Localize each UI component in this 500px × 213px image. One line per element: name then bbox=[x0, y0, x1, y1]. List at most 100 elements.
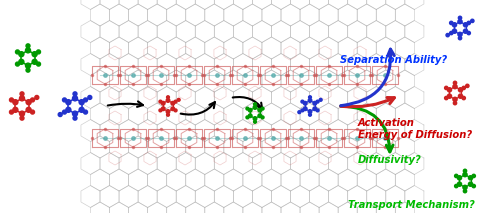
Circle shape bbox=[13, 107, 18, 112]
Circle shape bbox=[320, 98, 322, 101]
Circle shape bbox=[26, 48, 30, 53]
Circle shape bbox=[19, 52, 24, 57]
Circle shape bbox=[30, 110, 34, 114]
Circle shape bbox=[453, 97, 457, 101]
Circle shape bbox=[464, 169, 466, 173]
Circle shape bbox=[253, 117, 257, 120]
Circle shape bbox=[20, 111, 24, 116]
Circle shape bbox=[261, 116, 264, 119]
Circle shape bbox=[32, 52, 37, 57]
Circle shape bbox=[454, 184, 458, 188]
Circle shape bbox=[468, 176, 472, 180]
Circle shape bbox=[246, 116, 249, 119]
Circle shape bbox=[26, 63, 30, 68]
Circle shape bbox=[84, 110, 87, 114]
Circle shape bbox=[261, 107, 264, 110]
Circle shape bbox=[72, 111, 78, 116]
Circle shape bbox=[26, 100, 31, 105]
Circle shape bbox=[174, 109, 177, 112]
Circle shape bbox=[26, 44, 30, 48]
Circle shape bbox=[79, 107, 84, 112]
Circle shape bbox=[454, 101, 456, 105]
Circle shape bbox=[36, 50, 40, 54]
Circle shape bbox=[166, 110, 170, 113]
Circle shape bbox=[62, 98, 66, 102]
Circle shape bbox=[308, 99, 312, 102]
Circle shape bbox=[453, 85, 457, 89]
Circle shape bbox=[450, 31, 453, 35]
Circle shape bbox=[178, 98, 180, 101]
Circle shape bbox=[316, 109, 319, 112]
Circle shape bbox=[30, 98, 34, 102]
Circle shape bbox=[73, 92, 77, 96]
Circle shape bbox=[162, 107, 165, 111]
Circle shape bbox=[462, 96, 466, 100]
Circle shape bbox=[462, 86, 466, 90]
Circle shape bbox=[458, 16, 462, 20]
Circle shape bbox=[467, 21, 470, 24]
Circle shape bbox=[246, 107, 249, 110]
Circle shape bbox=[454, 174, 458, 178]
Circle shape bbox=[32, 59, 37, 64]
Circle shape bbox=[84, 98, 87, 102]
Circle shape bbox=[258, 114, 262, 118]
Circle shape bbox=[458, 182, 462, 186]
Circle shape bbox=[162, 101, 165, 105]
Circle shape bbox=[26, 68, 30, 72]
Circle shape bbox=[166, 113, 170, 116]
Circle shape bbox=[166, 96, 170, 99]
Circle shape bbox=[254, 120, 256, 123]
Circle shape bbox=[313, 101, 316, 105]
Circle shape bbox=[16, 50, 20, 54]
Circle shape bbox=[304, 101, 307, 105]
Circle shape bbox=[450, 21, 453, 24]
Text: Diffusivity?: Diffusivity? bbox=[358, 155, 422, 165]
Circle shape bbox=[10, 98, 14, 102]
Text: Activation
Energy of Diffusion?: Activation Energy of Diffusion? bbox=[358, 118, 472, 140]
Circle shape bbox=[73, 116, 77, 120]
Circle shape bbox=[458, 88, 462, 92]
Circle shape bbox=[304, 107, 307, 111]
Circle shape bbox=[20, 92, 24, 96]
Circle shape bbox=[171, 107, 174, 111]
Circle shape bbox=[174, 100, 177, 103]
Circle shape bbox=[464, 29, 468, 33]
Circle shape bbox=[19, 59, 24, 64]
Circle shape bbox=[20, 116, 24, 120]
Circle shape bbox=[316, 100, 319, 103]
Circle shape bbox=[458, 32, 462, 36]
Circle shape bbox=[464, 23, 468, 27]
Circle shape bbox=[452, 23, 456, 27]
Circle shape bbox=[166, 99, 170, 102]
Circle shape bbox=[458, 176, 462, 180]
Circle shape bbox=[248, 114, 252, 118]
Circle shape bbox=[468, 182, 472, 186]
Circle shape bbox=[454, 81, 456, 85]
Circle shape bbox=[58, 112, 62, 117]
Circle shape bbox=[36, 62, 40, 66]
Circle shape bbox=[463, 173, 467, 177]
Circle shape bbox=[472, 174, 476, 178]
Circle shape bbox=[16, 62, 20, 66]
Circle shape bbox=[26, 107, 31, 112]
Circle shape bbox=[301, 109, 304, 112]
Circle shape bbox=[20, 96, 24, 101]
Circle shape bbox=[448, 88, 452, 92]
Circle shape bbox=[171, 101, 174, 105]
Circle shape bbox=[159, 109, 162, 112]
Circle shape bbox=[452, 29, 456, 33]
Circle shape bbox=[464, 190, 466, 193]
Circle shape bbox=[466, 84, 469, 88]
Circle shape bbox=[258, 108, 262, 112]
Circle shape bbox=[62, 110, 66, 114]
Circle shape bbox=[446, 33, 450, 37]
Circle shape bbox=[72, 96, 78, 101]
Circle shape bbox=[79, 100, 84, 105]
Circle shape bbox=[253, 106, 257, 109]
Circle shape bbox=[10, 110, 14, 114]
Circle shape bbox=[159, 100, 162, 103]
Circle shape bbox=[35, 95, 39, 99]
Circle shape bbox=[308, 110, 312, 113]
Circle shape bbox=[66, 107, 71, 112]
Circle shape bbox=[13, 100, 18, 105]
